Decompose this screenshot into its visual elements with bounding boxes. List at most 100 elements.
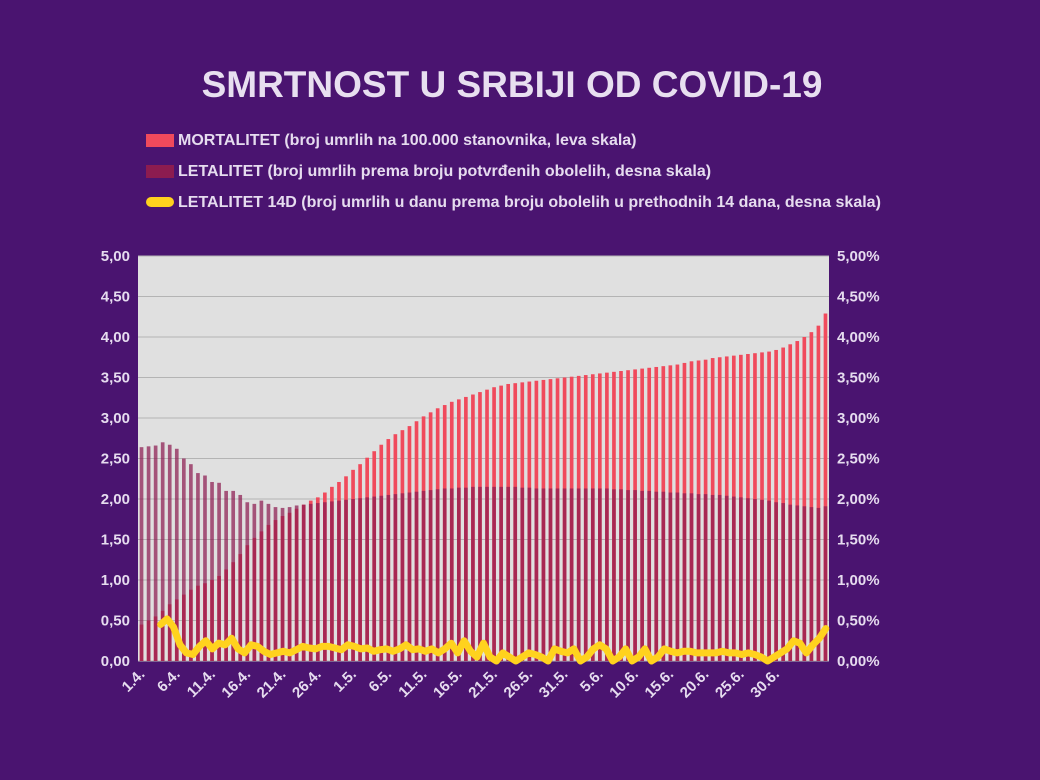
letalitet-bar [294,505,299,661]
letalitet-bar [259,500,264,661]
x-tick-label: 16.4. [218,666,254,702]
letalitet-bar [753,499,757,661]
y-left-tick-label: 2,00 [101,491,130,508]
letalitet-bar [238,494,243,661]
y-right-tick-label: 1,00% [837,572,880,589]
letalitet-bar [365,497,369,661]
letalitet-bar [456,487,461,661]
letalitet-bar [739,497,743,661]
letalitet-bar [661,491,666,661]
letalitet-bar [527,487,532,661]
letalitet-bar [181,458,186,661]
letalitet-bar [689,493,694,661]
y-left-tick-label: 5,00 [101,248,130,265]
letalitet-bar [146,446,151,661]
letalitet-bar [386,494,391,661]
letalitet-bar [506,486,511,661]
x-tick-label: 6.5. [365,666,395,696]
y-right-tick-label: 5,00% [837,248,880,265]
letalitet-bar [569,488,574,661]
letalitet-bar [654,491,659,661]
letalitet-bar [189,464,193,661]
letalitet-bar [435,489,440,661]
x-tick-label: 25.6. [712,666,748,702]
legend-swatch-letalitet-14d [146,197,174,207]
mortalitet-bar [788,344,793,661]
letalitet-bar [626,490,630,661]
y-right-tick-label: 0,50% [837,613,880,630]
y-right-tick-label: 3,00% [837,410,880,427]
letalitet-bar [464,487,468,661]
letalitet-14d-line [157,615,830,665]
letalitet-bar [485,486,489,661]
legend-item-mortalitet: MORTALITET (broj umrlih na 100.000 stano… [146,130,886,151]
y-left-tick-label: 4,50 [101,289,130,306]
letalitet-bar [153,445,158,661]
letalitet-bar [823,506,828,661]
letalitet-bar [266,503,271,661]
letalitet-bar [541,488,546,661]
mortalitet-bar [795,341,800,661]
letalitet-bar [379,495,384,661]
letalitet-bar [640,490,644,661]
letalitet-bar [548,488,553,661]
legend-item-letalitet: LETALITET (broj umrlih prema broju potvr… [146,161,886,182]
y-right-tick-label: 3,50% [837,370,880,387]
y-left-tick-label: 1,50 [101,532,130,549]
letalitet-bar [499,486,503,661]
letalitet-bar [344,499,348,661]
x-tick-label: 21.5. [465,666,501,702]
letalitet-bar [442,488,447,661]
legend-swatch-letalitet [146,165,174,178]
letalitet-bar [703,494,708,661]
letalitet-bar [724,495,729,661]
x-tick-label: 11.5. [395,666,430,701]
letalitet-bar [513,486,518,661]
letalitet-bar [337,500,341,661]
letalitet-bar [280,507,285,661]
chart-title: SMRTNOST U SRBIJI OD COVID-19 [201,64,823,105]
letalitet-bar [421,490,426,661]
y-right-tick-label: 1,50% [837,532,880,549]
letalitet-bar [372,496,377,661]
y-left-tick-label: 3,50 [101,370,130,387]
letalitet-bar [287,507,292,661]
letalitet-bar [647,490,652,661]
letalitet-bar [767,500,771,661]
x-tick-label: 1.5. [330,666,360,696]
letalitet-bar [252,503,257,661]
x-tick-label: 16.5. [430,666,466,702]
letalitet-bar [351,499,355,661]
letalitet-bar [273,507,278,661]
y-left-tick-label: 0,00 [101,653,130,670]
letalitet-bar [668,492,673,661]
letalitet-bar [788,504,793,661]
letalitet-bar [710,494,715,661]
letalitet-bar [633,490,637,661]
letalitet-bar [774,502,778,661]
letalitet-bar [407,492,412,661]
letalitet-bar [449,488,454,661]
letalitet-bar [393,494,398,661]
letalitet-bar [781,503,786,661]
letalitet-bar [746,498,750,661]
y-right-tick-label: 2,00% [837,491,880,508]
letalitet-bar [534,488,539,661]
letalitet-bar [139,447,144,661]
y-right-tick-label: 4,00% [837,329,880,346]
y-left-tick-label: 2,50 [101,451,130,468]
x-tick-label: 30.6. [747,666,783,702]
y-left-tick-label: 1,00 [101,572,130,589]
letalitet-bar [478,486,482,661]
letalitet-bar [196,473,200,661]
legend-label-mortalitet: MORTALITET (broj umrlih na 100.000 stano… [178,132,637,149]
letalitet-bar [590,488,595,661]
x-tick-label: 1.4. [119,666,149,696]
letalitet-bar [583,488,588,661]
letalitet-bar [315,503,320,661]
letalitet-bar [174,448,179,661]
letalitet-bar [809,507,814,661]
letalitet-bar [414,491,419,661]
x-tick-label: 10.6. [606,666,642,702]
